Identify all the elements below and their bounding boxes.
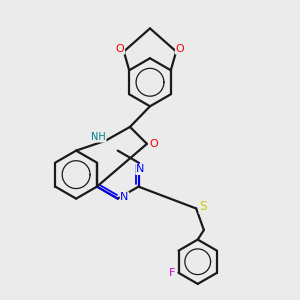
- Text: O: O: [149, 139, 158, 149]
- Text: N: N: [120, 192, 129, 202]
- Text: O: O: [116, 44, 124, 54]
- Text: O: O: [176, 44, 184, 54]
- Text: N: N: [136, 164, 144, 174]
- Text: S: S: [199, 200, 207, 214]
- Text: NH: NH: [91, 132, 106, 142]
- Text: F: F: [169, 268, 175, 278]
